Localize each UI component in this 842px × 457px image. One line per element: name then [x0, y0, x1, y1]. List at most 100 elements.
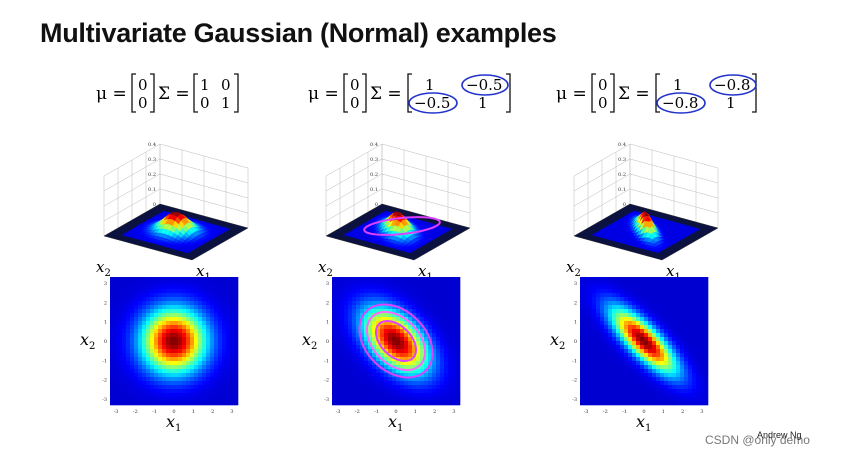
heatmap-cell — [456, 381, 461, 386]
heatmap-cell — [356, 309, 361, 314]
heatmap-cell — [428, 389, 433, 394]
heatmap-cell — [400, 329, 405, 334]
heatmap-cell — [214, 349, 219, 354]
heatmap-cell — [696, 357, 701, 362]
heatmap-cell — [166, 293, 171, 298]
heatmap-cell — [608, 313, 613, 318]
heatmap-cell — [214, 369, 219, 374]
heatmap-cell — [182, 293, 187, 298]
heatmap-cell — [684, 385, 689, 390]
heatmap-cell — [404, 381, 409, 386]
heatmap-cell — [110, 389, 115, 394]
heatmap-cell — [332, 325, 337, 330]
heatmap-cell — [166, 333, 171, 338]
heatmap-cell — [456, 277, 461, 282]
heatmap-cell — [600, 329, 605, 334]
heatmap-cell — [672, 305, 677, 310]
heatmap-cell — [218, 357, 223, 362]
heatmap-cell — [664, 341, 669, 346]
heatmap-cell — [114, 345, 119, 350]
heatmap-cell — [222, 289, 227, 294]
heatmap-cell — [194, 325, 199, 330]
heatmap-cell — [154, 353, 159, 358]
heatmap-cell — [684, 325, 689, 330]
heatmap-cell — [186, 397, 191, 402]
heatmap-cell — [648, 285, 653, 290]
tick-label: -1 — [572, 358, 577, 364]
heatmap-cell — [210, 337, 215, 342]
heatmap-cell — [644, 309, 649, 314]
heatmap-cell — [404, 285, 409, 290]
heatmap-cell — [206, 337, 211, 342]
heatmap-cell — [158, 309, 163, 314]
heatmap-cell — [636, 353, 641, 358]
heatmap-cell — [600, 333, 605, 338]
heatmap-cell — [234, 345, 239, 350]
heatmap-cell — [126, 337, 131, 342]
heatmap-cell — [392, 345, 397, 350]
heatmap-cell — [110, 333, 115, 338]
heatmap-cell — [664, 297, 669, 302]
heatmap-cell — [656, 349, 661, 354]
heatmap-cell — [608, 377, 613, 382]
heatmap-cell — [218, 277, 223, 282]
heatmap-cell — [644, 301, 649, 306]
heatmap-cell — [620, 329, 625, 334]
heatmap-cell — [452, 309, 457, 314]
heatmap-cell — [226, 353, 231, 358]
heatmap-cell — [424, 277, 429, 282]
heatmap-cell — [150, 389, 155, 394]
heatmap-cell — [640, 393, 645, 398]
heatmap-cell — [596, 301, 601, 306]
heatmap-cell — [656, 289, 661, 294]
heatmap-cell — [688, 389, 693, 394]
heatmap-cell — [222, 401, 227, 406]
heatmap-cell — [154, 301, 159, 306]
heatmap-cell — [384, 389, 389, 394]
heatmap-cell — [612, 369, 617, 374]
heatmap-cell — [202, 285, 207, 290]
heatmap-cell — [704, 365, 709, 370]
heatmap-cell — [170, 357, 175, 362]
sigma-entry: −0.5 — [466, 76, 502, 94]
heatmap-cell — [348, 341, 353, 346]
heatmap-cell — [226, 321, 231, 326]
heatmap-cell — [676, 353, 681, 358]
heatmap-cell — [688, 361, 693, 366]
heatmap-cell — [340, 389, 345, 394]
heatmap-cell — [596, 317, 601, 322]
heatmap-cell — [688, 305, 693, 310]
heatmap-cell — [608, 393, 613, 398]
heatmap-cell — [344, 277, 349, 282]
heatmap-cell — [230, 301, 235, 306]
heatmap-cell — [332, 285, 337, 290]
heatmap-cell — [664, 393, 669, 398]
heatmap-cell — [166, 297, 171, 302]
heatmap-cell — [448, 341, 453, 346]
heatmap-cell — [676, 385, 681, 390]
heatmap-cell — [620, 361, 625, 366]
heatmap-cell — [648, 317, 653, 322]
heatmap-cell — [182, 281, 187, 286]
heatmap-cell — [230, 281, 235, 286]
heatmap-cell — [448, 337, 453, 342]
heatmap-cell — [696, 369, 701, 374]
heatmap-cell — [182, 401, 187, 406]
heatmap-cell — [356, 297, 361, 302]
tick-label: 1 — [326, 320, 329, 326]
heatmap-cell — [170, 313, 175, 318]
heatmap-cell — [700, 393, 705, 398]
heatmap-cell — [118, 305, 123, 310]
heatmap-cell — [596, 345, 601, 350]
heatmap-cell — [230, 333, 235, 338]
heatmap-cell — [134, 361, 139, 366]
heatmap-cell — [432, 333, 437, 338]
heatmap-cell — [340, 325, 345, 330]
heatmap-cell — [198, 353, 203, 358]
heatmap-cell — [692, 301, 697, 306]
heatmap-cell — [214, 389, 219, 394]
heatmap-cell — [684, 281, 689, 286]
heatmap-cell — [352, 361, 357, 366]
heatmap-cell — [230, 285, 235, 290]
